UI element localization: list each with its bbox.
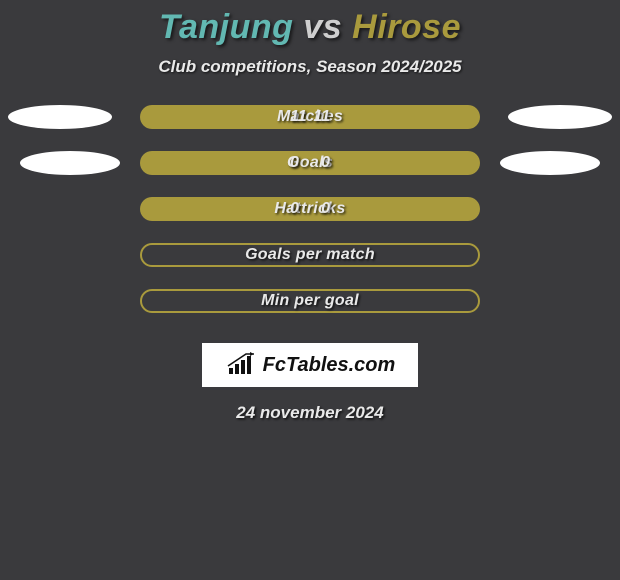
- stats-container: 11 Matches 11 0 Goals 0 0 Hattricks 0: [0, 105, 620, 335]
- chart-icon: [225, 352, 259, 378]
- title-player1: Tanjung: [159, 8, 293, 46]
- stat-value-left: 0: [290, 154, 299, 172]
- stat-value-right: 0: [321, 200, 330, 218]
- stat-row-min-per-goal: Min per goal: [0, 289, 620, 335]
- stat-value-right: 11: [313, 108, 330, 126]
- stat-pill: Min per goal: [140, 289, 480, 313]
- stat-value-left: 11: [290, 108, 307, 126]
- title-vs: vs: [303, 8, 342, 46]
- page-root: Tanjung vs Hirose Club competitions, Sea…: [0, 0, 620, 580]
- player2-avatar-placeholder-small: [500, 151, 600, 175]
- stat-row-goals-per-match: Goals per match: [0, 243, 620, 289]
- stat-value-right: 0: [321, 154, 330, 172]
- logo-box: FcTables.com: [202, 343, 418, 387]
- player1-avatar-placeholder-small: [20, 151, 120, 175]
- page-title: Tanjung vs Hirose: [0, 8, 620, 47]
- stat-pill: Goals per match: [140, 243, 480, 267]
- stat-label: Goals per match: [245, 246, 375, 264]
- stat-pill: 0 Hattricks 0: [140, 197, 480, 221]
- logo-text: FcTables.com: [263, 354, 396, 377]
- stat-label: Matches: [277, 108, 343, 126]
- title-player2: Hirose: [352, 8, 461, 46]
- stat-label: Min per goal: [261, 292, 359, 310]
- stat-pill: 0 Goals 0: [140, 151, 480, 175]
- stat-row-matches: 11 Matches 11: [0, 105, 620, 151]
- player1-avatar-placeholder: [8, 105, 112, 129]
- stat-pill: 11 Matches 11: [140, 105, 480, 129]
- stat-row-hattricks: 0 Hattricks 0: [0, 197, 620, 243]
- player2-avatar-placeholder: [508, 105, 612, 129]
- subtitle: Club competitions, Season 2024/2025: [0, 57, 620, 77]
- stat-row-goals: 0 Goals 0: [0, 151, 620, 197]
- stat-value-left: 0: [290, 200, 299, 218]
- date-text: 24 november 2024: [0, 403, 620, 423]
- stat-label: Hattricks: [274, 200, 345, 218]
